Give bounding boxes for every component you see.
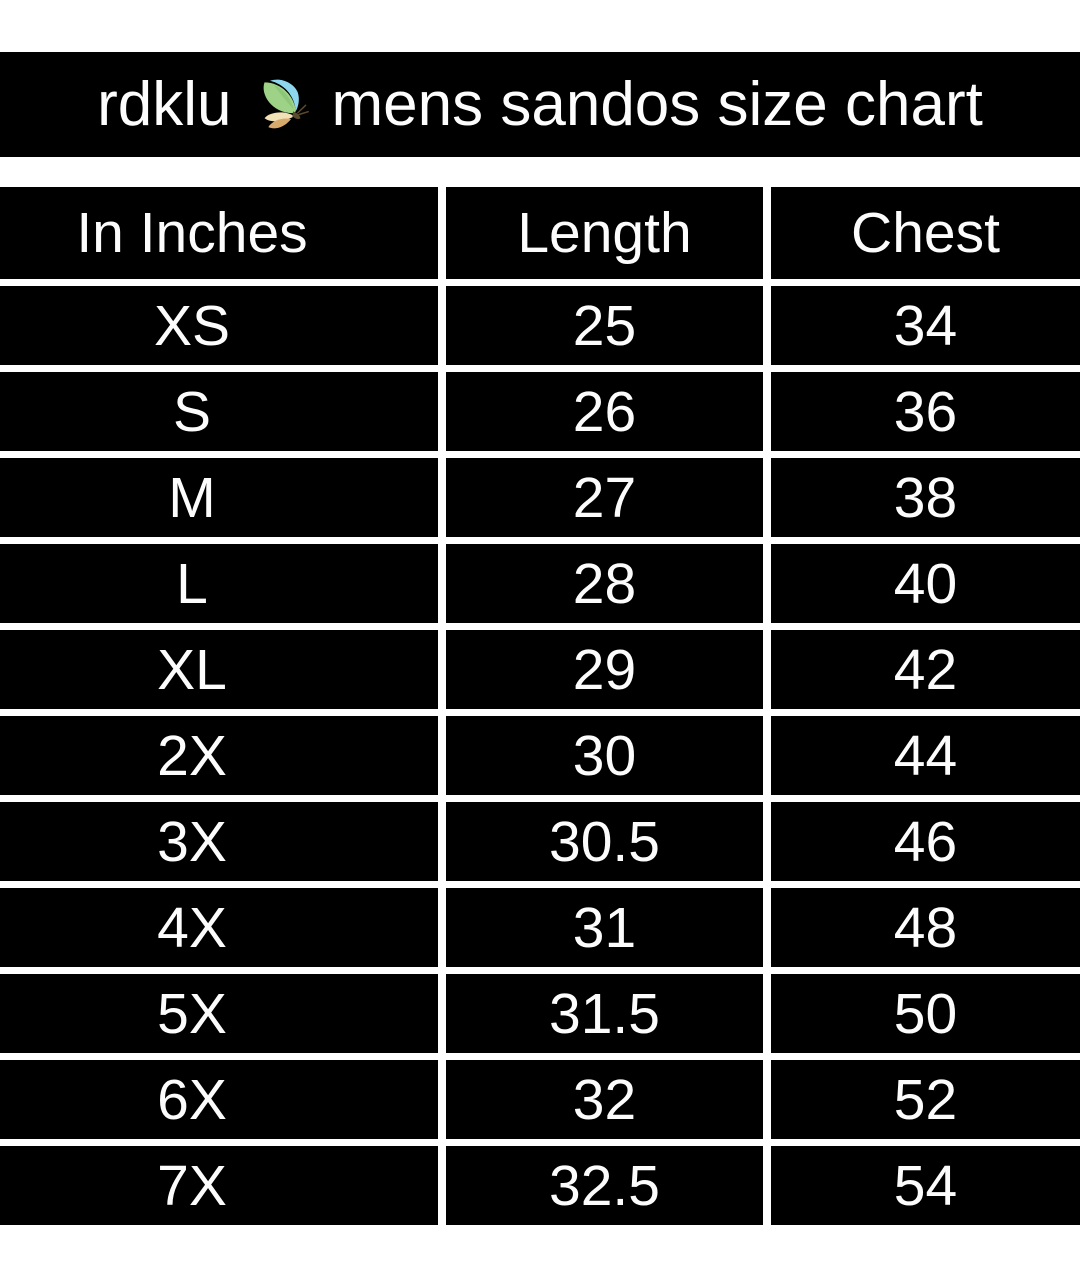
cell-size-label: XS xyxy=(0,286,438,365)
cell-length-value: 32.5 xyxy=(446,1146,763,1225)
table-row: L 28 40 xyxy=(0,544,1080,623)
cell-length-value: 31.5 xyxy=(446,974,763,1053)
cell-size-label: M xyxy=(0,458,438,537)
cell-length-value: 31 xyxy=(446,888,763,967)
table-row: 5X 31.5 50 xyxy=(0,974,1080,1053)
cell-size-label: 5X xyxy=(0,974,438,1053)
cell-size-label: 4X xyxy=(0,888,438,967)
table-row: 3X 30.5 46 xyxy=(0,802,1080,881)
cell-size-label: 6X xyxy=(0,1060,438,1139)
cell-length-value: 28 xyxy=(446,544,763,623)
cell-length-value: 26 xyxy=(446,372,763,451)
cell-chest-value: 40 xyxy=(771,544,1080,623)
size-table-body: XS 25 34 S 26 36 M 27 38 L 28 40 XL 29 4… xyxy=(0,286,1080,1225)
table-row: M 27 38 xyxy=(0,458,1080,537)
table-row: XL 29 42 xyxy=(0,630,1080,709)
butterfly-icon xyxy=(252,75,312,135)
cell-size-label: XL xyxy=(0,630,438,709)
cell-size-label: 2X xyxy=(0,716,438,795)
table-row: 2X 30 44 xyxy=(0,716,1080,795)
column-header-size: In Inches xyxy=(0,187,438,279)
table-row: XS 25 34 xyxy=(0,286,1080,365)
cell-chest-value: 36 xyxy=(771,372,1080,451)
cell-chest-value: 38 xyxy=(771,458,1080,537)
table-row: 4X 31 48 xyxy=(0,888,1080,967)
column-header-chest: Chest xyxy=(771,187,1080,279)
table-row: 7X 32.5 54 xyxy=(0,1146,1080,1225)
cell-chest-value: 42 xyxy=(771,630,1080,709)
cell-length-value: 30 xyxy=(446,716,763,795)
table-row: S 26 36 xyxy=(0,372,1080,451)
cell-length-value: 25 xyxy=(446,286,763,365)
cell-length-value: 30.5 xyxy=(446,802,763,881)
size-table: In Inches Length Chest XS 25 34 S 26 36 … xyxy=(0,187,1080,1225)
cell-chest-value: 34 xyxy=(771,286,1080,365)
title-band: rdklu mens sandos size chart xyxy=(0,52,1080,157)
cell-size-label: L xyxy=(0,544,438,623)
cell-size-label: S xyxy=(0,372,438,451)
cell-length-value: 29 xyxy=(446,630,763,709)
cell-chest-value: 54 xyxy=(771,1146,1080,1225)
cell-chest-value: 50 xyxy=(771,974,1080,1053)
cell-chest-value: 52 xyxy=(771,1060,1080,1139)
cell-chest-value: 44 xyxy=(771,716,1080,795)
cell-chest-value: 46 xyxy=(771,802,1080,881)
cell-length-value: 27 xyxy=(446,458,763,537)
cell-chest-value: 48 xyxy=(771,888,1080,967)
cell-size-label: 7X xyxy=(0,1146,438,1225)
page-title: mens sandos size chart xyxy=(331,70,983,139)
brand-name: rdklu xyxy=(97,70,232,139)
cell-length-value: 32 xyxy=(446,1060,763,1139)
table-row: 6X 32 52 xyxy=(0,1060,1080,1139)
column-header-length: Length xyxy=(446,187,763,279)
table-header-row: In Inches Length Chest xyxy=(0,187,1080,279)
cell-size-label: 3X xyxy=(0,802,438,881)
